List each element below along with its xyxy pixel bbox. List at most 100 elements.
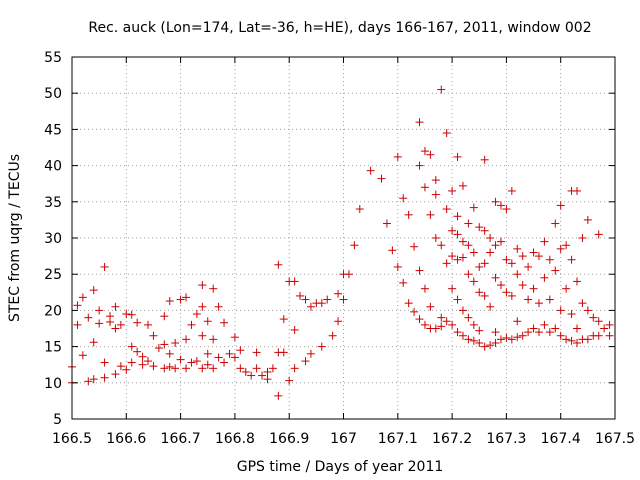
data-point	[285, 376, 294, 385]
data-point	[220, 318, 229, 327]
data-point	[198, 302, 207, 311]
data-point	[420, 147, 429, 156]
data-point	[551, 266, 560, 275]
data-point	[192, 357, 201, 366]
x-tick-label: 167.4	[541, 431, 581, 447]
data-point	[160, 364, 169, 373]
data-point	[448, 226, 457, 235]
data-point	[507, 186, 516, 195]
y-tick-label: 25	[44, 267, 62, 283]
data-point	[496, 237, 505, 246]
data-point	[502, 288, 511, 297]
data-point	[236, 346, 245, 355]
data-point	[594, 331, 603, 340]
data-point	[540, 237, 549, 246]
data-point	[431, 190, 440, 199]
data-point	[214, 302, 223, 311]
data-point	[209, 284, 218, 293]
data-point	[486, 234, 495, 242]
data-point	[583, 215, 592, 224]
data-point	[513, 333, 522, 342]
y-tick-label: 35	[44, 195, 62, 211]
data-point	[578, 299, 587, 308]
data-point	[605, 320, 614, 329]
data-point	[458, 331, 467, 340]
data-point	[556, 244, 565, 253]
data-point	[268, 364, 277, 373]
data-point	[176, 295, 185, 304]
data-point	[562, 241, 571, 250]
data-point	[415, 315, 424, 324]
data-point	[524, 295, 533, 304]
data-point	[252, 364, 261, 373]
data-point	[100, 358, 109, 367]
data-point	[393, 262, 402, 271]
x-tick-label: 166.8	[215, 431, 255, 447]
data-point	[437, 85, 446, 94]
data-point	[410, 307, 419, 316]
data-point	[458, 181, 467, 190]
data-point	[475, 262, 484, 271]
data-point	[73, 320, 82, 329]
data-point	[328, 331, 337, 340]
data-point	[404, 210, 413, 219]
data-point	[334, 289, 343, 298]
x-tick-labels: 166.5 166.6 166.7 166.8 166.9 167 167.1 167.2 16…	[52, 431, 635, 447]
data-point	[475, 288, 484, 297]
y-tick-label: 55	[44, 50, 62, 66]
data-point	[524, 328, 533, 337]
data-point	[144, 357, 153, 366]
data-point	[572, 277, 581, 286]
data-point	[453, 152, 462, 161]
data-point	[540, 273, 549, 282]
data-point	[127, 358, 136, 367]
data-point	[127, 310, 136, 319]
data-point	[469, 203, 478, 212]
data-point	[458, 306, 467, 315]
data-point	[317, 299, 326, 308]
data-point	[274, 391, 283, 400]
data-point	[138, 352, 147, 361]
data-point	[480, 226, 489, 235]
data-point	[556, 306, 565, 315]
data-point	[431, 234, 440, 242]
data-point	[464, 313, 473, 322]
data-point	[89, 338, 98, 347]
data-point	[192, 310, 201, 319]
data-point	[366, 166, 375, 175]
data-point	[486, 302, 495, 311]
y-tick-label: 20	[44, 303, 62, 319]
y-tick-label: 15	[44, 340, 62, 356]
data-point	[198, 364, 207, 373]
y-tick-label: 50	[44, 86, 62, 102]
data-point	[84, 313, 93, 322]
data-point	[116, 320, 125, 329]
data-point	[393, 152, 402, 161]
data-point	[524, 262, 533, 271]
data-point	[464, 270, 473, 279]
data-point	[529, 248, 538, 257]
data-point	[518, 281, 527, 290]
data-points	[68, 85, 614, 400]
data-point	[442, 205, 451, 214]
data-point	[410, 242, 419, 251]
data-point	[464, 335, 473, 344]
data-point	[605, 331, 614, 340]
data-point	[111, 370, 120, 379]
data-point	[442, 129, 451, 138]
y-tick-labels: 5 10 15 20 25 30 35 40 45 50 55	[44, 50, 62, 428]
data-point	[486, 341, 495, 350]
data-point	[214, 353, 223, 362]
data-point	[182, 335, 191, 344]
data-point	[388, 246, 397, 255]
data-point	[252, 348, 261, 357]
data-point	[198, 281, 207, 290]
data-point	[453, 295, 462, 304]
data-point	[475, 223, 484, 232]
x-axis-label: GPS time / Days of year 2011	[237, 459, 444, 475]
data-point	[448, 320, 457, 329]
data-point	[176, 355, 185, 364]
data-point	[182, 364, 191, 373]
data-point	[583, 306, 592, 315]
